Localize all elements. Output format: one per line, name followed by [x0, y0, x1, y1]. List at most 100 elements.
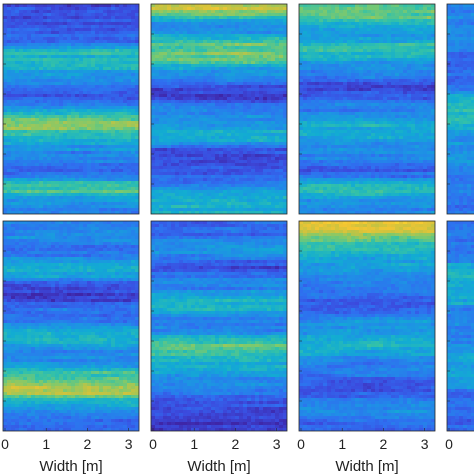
heatmap-cell	[183, 202, 188, 206]
heatmap-cell	[151, 145, 156, 149]
heatmap-cell	[35, 166, 40, 170]
heatmap-cell	[355, 7, 360, 11]
heatmap-cell	[115, 43, 120, 47]
heatmap-cell	[283, 118, 287, 122]
heatmap-cell	[87, 49, 92, 53]
heatmap-cell	[263, 175, 268, 179]
heatmap-cell	[283, 166, 287, 170]
heatmap-cell	[23, 61, 28, 65]
heatmap-cell	[123, 13, 128, 17]
heatmap-cell	[47, 169, 52, 173]
heatmap-cell	[79, 64, 84, 68]
heatmap-cell	[271, 112, 276, 116]
heatmap-cell	[55, 25, 60, 29]
heatmap-cell	[15, 94, 20, 98]
heatmap-cell	[203, 205, 208, 209]
heatmap-cell	[251, 19, 256, 23]
heatmap-cell	[55, 10, 60, 14]
heatmap-cell	[75, 148, 80, 152]
heatmap-cell	[163, 82, 168, 86]
heatmap-cell	[15, 67, 20, 71]
heatmap-cell	[179, 82, 184, 86]
heatmap-cell	[167, 40, 172, 44]
heatmap-cell	[27, 76, 32, 80]
heatmap-cell	[43, 106, 48, 110]
heatmap-cell	[67, 13, 72, 17]
heatmap-cell	[231, 40, 236, 44]
heatmap-cell	[95, 82, 100, 86]
heatmap-cell	[23, 22, 28, 26]
heatmap-cell	[267, 19, 272, 23]
heatmap-cell	[63, 16, 68, 20]
heatmap-cell	[131, 76, 136, 80]
heatmap-cell	[31, 187, 36, 191]
heatmap-cell	[187, 67, 192, 71]
heatmap-cell	[175, 28, 180, 32]
heatmap-cell	[251, 142, 256, 146]
heatmap-cell	[159, 94, 164, 98]
heatmap-cell	[343, 10, 348, 14]
heatmap-cell	[167, 37, 172, 41]
heatmap-cell	[31, 205, 36, 209]
heatmap-cell	[67, 205, 72, 209]
heatmap-cell	[159, 142, 164, 146]
heatmap-cell	[231, 46, 236, 50]
heatmap-cell	[159, 49, 164, 53]
heatmap-cell	[87, 85, 92, 89]
heatmap-cell	[19, 127, 24, 131]
heatmap-cell	[271, 25, 276, 29]
heatmap-cell	[239, 127, 244, 131]
heatmap-cell	[207, 139, 212, 143]
heatmap-cell	[231, 4, 236, 8]
heatmap-cell	[135, 19, 139, 23]
heatmap-cell	[167, 85, 172, 89]
heatmap-cell	[231, 202, 236, 206]
heatmap-cell	[275, 199, 280, 203]
heatmap-cell	[247, 64, 252, 68]
heatmap-cell	[215, 172, 220, 176]
heatmap-cell	[51, 190, 56, 194]
heatmap-cell	[279, 199, 284, 203]
heatmap-cell	[355, 16, 360, 20]
heatmap-cell	[227, 190, 232, 194]
heatmap-cell	[251, 151, 256, 155]
heatmap-cell	[207, 82, 212, 86]
heatmap-cell	[7, 109, 12, 113]
heatmap-cell	[103, 136, 108, 140]
heatmap-cell	[163, 61, 168, 65]
heatmap-cell	[151, 187, 156, 191]
heatmap-cell	[47, 148, 52, 152]
heatmap-cell	[87, 67, 92, 71]
heatmap-cell	[163, 31, 168, 35]
heatmap-cell	[223, 172, 228, 176]
heatmap-cell	[415, 4, 420, 8]
heatmap-cell	[131, 136, 136, 140]
heatmap-cell	[167, 139, 172, 143]
heatmap-cell	[215, 169, 220, 173]
heatmap-cell	[19, 172, 24, 176]
heatmap-cell	[59, 124, 64, 128]
heatmap-cell	[47, 136, 52, 140]
heatmap-cell	[43, 4, 48, 8]
heatmap-cell	[119, 163, 124, 167]
heatmap-cell	[247, 181, 252, 185]
heatmap-cell	[275, 172, 280, 176]
heatmap-cell	[127, 166, 132, 170]
heatmap-cell	[83, 97, 88, 101]
heatmap-cell	[223, 148, 228, 152]
heatmap-cell	[55, 106, 60, 110]
heatmap-cell	[283, 46, 287, 50]
heatmap-cell	[263, 4, 268, 8]
heatmap-cell	[11, 61, 16, 65]
heatmap-cell	[423, 7, 428, 11]
heatmap-cell	[131, 160, 136, 164]
heatmap-cell	[79, 181, 84, 185]
heatmap-cell	[107, 7, 112, 11]
heatmap-cell	[227, 196, 232, 200]
heatmap-cell	[235, 16, 240, 20]
heatmap-cell	[119, 133, 124, 137]
heatmap-cell	[59, 103, 64, 107]
heatmap-cell	[203, 172, 208, 176]
heatmap-cell	[223, 118, 228, 122]
heatmap-cell	[231, 85, 236, 89]
